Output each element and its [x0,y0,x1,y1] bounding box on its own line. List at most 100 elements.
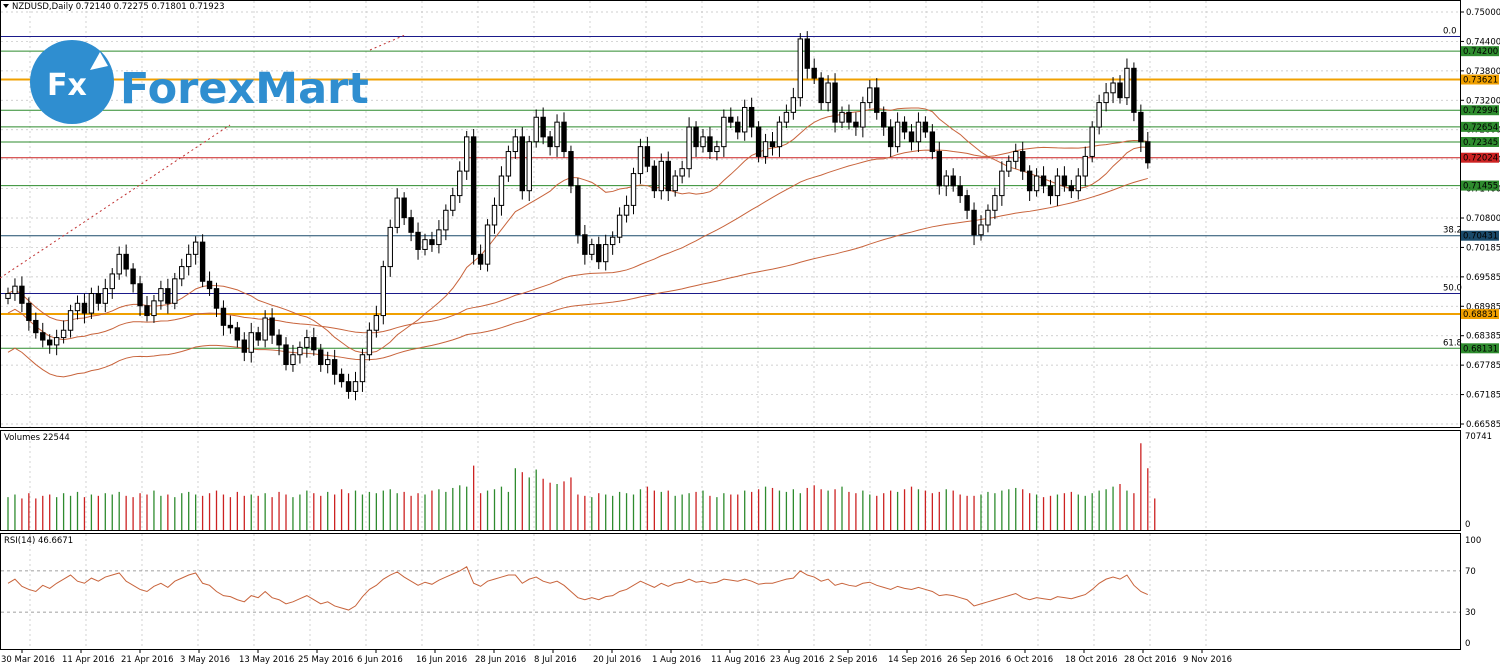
candle-bull [352,381,359,392]
date-axis-label: 18 Oct 2016 [1065,655,1118,665]
candlesticks [5,31,1151,401]
candle-bear [137,283,143,307]
candle-bear [929,131,936,153]
candle-bull [67,310,74,331]
candle-bear [811,67,817,79]
candle-bear [318,349,324,366]
candle-bear [1068,185,1075,192]
price-tag-label: 0.68131 [1463,344,1498,354]
candle-bear [47,339,53,346]
date-axis-label: 20 Jul 2016 [593,655,641,665]
candle-bear [123,253,129,270]
price-axis-label: 0.68985 [1466,302,1500,312]
price-tag-bg [1461,309,1499,320]
candle-bull [915,121,922,143]
candle-bull [457,170,463,197]
candle-bear [575,185,581,236]
candle-bull [443,209,449,231]
candle-bull [1013,151,1019,162]
candle-bull [790,97,797,113]
candle-bull [686,126,692,170]
date-axis-label: 28 Oct 2016 [1124,655,1177,665]
candle-bull [450,195,456,211]
candle-bull [1089,126,1095,157]
moving-averages [7,107,1148,378]
candle-bull [860,102,866,128]
candle-bull [262,317,268,341]
candle-bull [192,241,199,255]
candle-bull [297,346,303,356]
candle-bear [255,332,261,341]
candle-bear [693,126,699,148]
candle-bull [290,354,296,366]
price-axis-label: 0.67185 [1466,391,1500,401]
rsi-level-label: 30 [1465,608,1476,618]
candle-bear [519,136,525,192]
logo-fx-text: Fx [47,68,87,103]
forexmart-logo: Fx ForexMart [30,40,369,124]
candle-bear [853,121,859,128]
price-tag-bg [1461,180,1499,191]
date-axis-label: 21 Apr 2016 [121,655,174,665]
price-panel-frame [0,0,1461,428]
candle-bear [227,324,234,329]
volume-max-label: 70741 [1465,432,1492,442]
candle-bull [978,224,984,236]
candle-bear [908,131,915,143]
candle-bear [707,136,713,153]
candle-bull [172,278,178,304]
date-axis-label: 2 Sep 2016 [829,655,877,665]
candle-bear [728,116,734,123]
candle-bear [540,116,546,138]
candle-bull [700,136,706,148]
price-tag-label: 0.68831 [1463,310,1498,320]
candle-bear [241,339,248,353]
candle-bull [623,204,630,216]
volume-panel-frame [0,430,1461,531]
candle-bull [992,195,998,211]
fib-label: 50.0 [1443,284,1462,294]
price-axis-label: 0.70800 [1466,214,1500,224]
candle-bear [964,195,970,211]
candle-bull [867,87,873,104]
candle-bull [943,175,949,187]
candle-bull [1110,82,1116,94]
price-axis-label: 0.68385 [1466,332,1500,342]
candle-bull [658,160,664,192]
date-axis-label: 6 Oct 2016 [1006,655,1053,665]
date-axis-label: 11 Aug 2016 [711,655,765,665]
price-tag-bg [1461,230,1499,241]
volume-zero-label: 0 [1465,520,1470,530]
date-axis-label: 23 Aug 2016 [770,655,824,665]
price-axis-label: 0.73800 [1466,67,1500,77]
candle-bear [130,268,136,285]
candle-bull [679,168,685,177]
candle-bull [304,337,310,348]
rsi-line: 100 70 30 0 [1,536,1481,649]
candle-bear [429,239,435,246]
candle-bear [1026,170,1033,192]
candle-bull [589,244,595,255]
candle-bull [464,136,470,172]
price-tag-bg [1461,46,1499,57]
candle-bear [165,288,171,304]
price-axis-label: 0.74400 [1466,37,1500,47]
candle-bear [283,344,289,366]
candle-bull [1006,160,1012,172]
candle-bear [957,185,963,197]
candle-bull [53,337,60,346]
date-axis-label: 14 Sep 2016 [888,655,942,665]
candle-bear [338,373,345,383]
candle-bear [644,146,651,167]
candle-bear [1061,175,1068,187]
price-tag-label: 0.74200 [1463,47,1498,57]
candle-bear [144,305,150,317]
candle-bear [311,337,317,351]
candle-bull [609,236,616,246]
candle-bull [672,175,678,192]
volume-bars [7,443,1156,530]
date-axis-label: 1 Aug 2016 [652,655,701,665]
price-axis-label: 0.75000 [1466,8,1500,18]
candle-bull [491,204,498,226]
rsi-level-label: 70 [1465,567,1476,577]
